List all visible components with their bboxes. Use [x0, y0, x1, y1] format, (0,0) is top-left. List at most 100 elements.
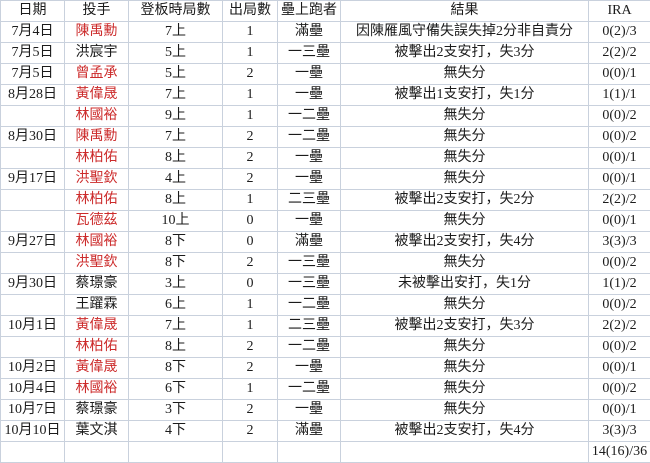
cell-date: 9月27日 [0, 231, 65, 253]
cell-runners: 一二壘 [277, 294, 341, 316]
cell-date: 10月4日 [0, 378, 65, 400]
cell-runners: 一二壘 [277, 105, 341, 127]
cell-outs: 1 [222, 315, 278, 337]
cell-date: 8月28日 [0, 84, 65, 106]
cell-date: 9月17日 [0, 168, 65, 190]
cell-ira: 1(1)/1 [588, 84, 650, 106]
header-runners: 壘上跑者 [277, 0, 341, 22]
cell-date [0, 252, 65, 274]
cell-inning: 8上 [128, 189, 223, 211]
cell-result: 無失分 [340, 294, 589, 316]
cell-result: 因陳雁風守備失誤失掉2分非自責分 [340, 21, 589, 43]
cell-result: 無失分 [340, 105, 589, 127]
cell-pitcher: 洪聖欽 [64, 252, 129, 274]
cell-pitcher: 林柏佑 [64, 336, 129, 358]
cell-result: 無失分 [340, 168, 589, 190]
cell-date: 10月10日 [0, 420, 65, 442]
table-row: 10月4日 林國裕 6下 1 一二壘 無失分 0(0)/2 [0, 378, 650, 400]
cell-outs: 2 [222, 252, 278, 274]
cell-pitcher: 林國裕 [64, 231, 129, 253]
cell-result: 無失分 [340, 357, 589, 379]
cell-date [0, 336, 65, 358]
cell-runners: 一二壘 [277, 336, 341, 358]
cell-result: 無失分 [340, 336, 589, 358]
cell-ira: 0(0)/2 [588, 294, 650, 316]
cell-result: 被擊出2支安打，失4分 [340, 231, 589, 253]
cell-runners: 一壘 [277, 210, 341, 232]
cell-runners [277, 441, 341, 463]
cell-date: 10月7日 [0, 399, 65, 421]
cell-outs: 1 [222, 84, 278, 106]
cell-inning: 4下 [128, 420, 223, 442]
cell-outs: 1 [222, 294, 278, 316]
cell-result: 被擊出1支安打，失1分 [340, 84, 589, 106]
cell-result [340, 441, 589, 463]
cell-outs: 2 [222, 147, 278, 169]
cell-ira: 0(0)/2 [588, 378, 650, 400]
cell-pitcher: 林國裕 [64, 378, 129, 400]
table-row: 王躍霖 6上 1 一二壘 無失分 0(0)/2 [0, 294, 650, 316]
cell-ira: 14(16)/36 [588, 441, 650, 463]
cell-ira: 0(0)/2 [588, 105, 650, 127]
cell-date [0, 294, 65, 316]
table-row: 林國裕 9上 1 一二壘 無失分 0(0)/2 [0, 105, 650, 127]
cell-ira: 0(0)/2 [588, 336, 650, 358]
cell-pitcher: 洪宸宇 [64, 42, 129, 64]
cell-ira: 0(2)/3 [588, 21, 650, 43]
cell-pitcher: 林柏佑 [64, 147, 129, 169]
cell-outs: 0 [222, 210, 278, 232]
table-row: 10月2日 黃偉晟 8下 2 一壘 無失分 0(0)/1 [0, 357, 650, 379]
cell-ira: 0(0)/1 [588, 147, 650, 169]
cell-inning: 7上 [128, 126, 223, 148]
cell-outs: 2 [222, 420, 278, 442]
cell-outs: 0 [222, 273, 278, 295]
cell-runners: 一壘 [277, 168, 341, 190]
cell-pitcher: 曾孟承 [64, 63, 129, 85]
cell-result: 無失分 [340, 252, 589, 274]
cell-date: 9月30日 [0, 273, 65, 295]
header-result: 結果 [340, 0, 589, 22]
cell-inning: 10上 [128, 210, 223, 232]
cell-pitcher: 葉文淇 [64, 420, 129, 442]
cell-result: 無失分 [340, 210, 589, 232]
cell-pitcher: 陳禹勳 [64, 21, 129, 43]
cell-pitcher: 林柏佑 [64, 189, 129, 211]
table-row: 瓦德茲 10上 0 一壘 無失分 0(0)/1 [0, 210, 650, 232]
cell-outs: 1 [222, 189, 278, 211]
cell-ira: 0(0)/1 [588, 399, 650, 421]
table-row: 林柏佑 8上 1 二三壘 被擊出2支安打，失2分 2(2)/2 [0, 189, 650, 211]
cell-result: 被擊出2支安打，失3分 [340, 42, 589, 64]
header-date: 日期 [0, 0, 65, 22]
table-row: 林柏佑 8上 2 一壘 無失分 0(0)/1 [0, 147, 650, 169]
cell-date: 8月30日 [0, 126, 65, 148]
cell-runners: 一壘 [277, 147, 341, 169]
cell-runners: 一二壘 [277, 126, 341, 148]
cell-ira: 2(2)/2 [588, 315, 650, 337]
cell-ira: 3(3)/3 [588, 231, 650, 253]
cell-ira: 0(0)/1 [588, 357, 650, 379]
cell-inning: 3下 [128, 399, 223, 421]
table-row: 10月7日 蔡璟豪 3下 2 一壘 無失分 0(0)/1 [0, 399, 650, 421]
cell-runners: 一壘 [277, 399, 341, 421]
cell-inning: 5上 [128, 63, 223, 85]
table-row: 10月10日 葉文淇 4下 2 滿壘 被擊出2支安打，失4分 3(3)/3 [0, 420, 650, 442]
cell-inning: 7上 [128, 315, 223, 337]
cell-runners: 滿壘 [277, 420, 341, 442]
cell-pitcher: 蔡璟豪 [64, 273, 129, 295]
table-row: 7月5日 洪宸宇 5上 1 一三壘 被擊出2支安打，失3分 2(2)/2 [0, 42, 650, 64]
cell-result: 被擊出2支安打，失2分 [340, 189, 589, 211]
cell-pitcher: 瓦德茲 [64, 210, 129, 232]
cell-runners: 滿壘 [277, 231, 341, 253]
header-pitcher: 投手 [64, 0, 129, 22]
cell-inning: 8下 [128, 231, 223, 253]
table-row: 9月27日 林國裕 8下 0 滿壘 被擊出2支安打，失4分 3(3)/3 [0, 231, 650, 253]
cell-result: 被擊出2支安打，失4分 [340, 420, 589, 442]
cell-inning: 6下 [128, 378, 223, 400]
cell-outs: 2 [222, 336, 278, 358]
cell-outs: 2 [222, 126, 278, 148]
cell-inning: 7上 [128, 21, 223, 43]
cell-ira: 1(1)/2 [588, 273, 650, 295]
cell-outs: 1 [222, 105, 278, 127]
cell-runners: 一三壘 [277, 252, 341, 274]
